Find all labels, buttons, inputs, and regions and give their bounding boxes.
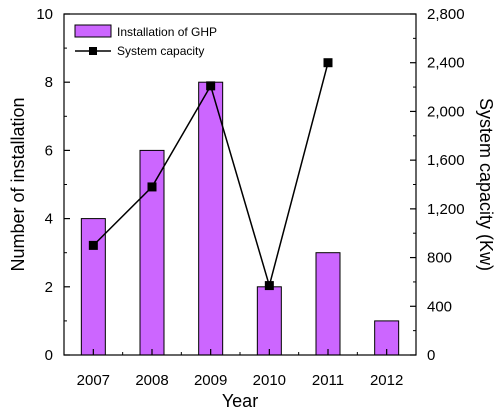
right-tick-label: 2,800	[427, 6, 465, 23]
bar-2007	[80, 218, 106, 356]
capacity-marker-2007	[88, 240, 98, 250]
legend-bar-label: Installation of GHP	[117, 25, 217, 39]
right-tick-label: 800	[427, 250, 452, 267]
right-tick-label: 0	[427, 347, 435, 364]
left-y-axis-title: Number of installation	[8, 97, 28, 271]
capacity-marker-2011	[323, 58, 333, 68]
left-tick-label: 2	[45, 279, 53, 296]
x-axis-title: Year	[222, 391, 258, 411]
right-tick-label: 400	[427, 298, 452, 315]
bar-2009	[198, 81, 224, 356]
capacity-marker-2008	[147, 182, 157, 192]
x-tick-label: 2012	[370, 372, 403, 389]
legend-line-marker	[89, 47, 97, 55]
legend-bar-swatch	[74, 24, 112, 38]
bar-series	[80, 81, 400, 356]
right-tick-label: 1,600	[427, 152, 465, 169]
right-y-axis-title: System capacity (Kw)	[476, 98, 496, 271]
x-tick-label: 2007	[77, 372, 110, 389]
left-tick-label: 6	[45, 142, 53, 159]
right-tick-label: 1,200	[427, 201, 465, 218]
left-tick-label: 0	[45, 347, 53, 364]
right-tick-label: 2,000	[427, 103, 465, 120]
capacity-marker-2010	[264, 281, 274, 291]
line-series	[88, 58, 333, 291]
x-tick-label: 2009	[194, 372, 227, 389]
left-tick-label: 4	[45, 211, 53, 228]
x-tick-label: 2008	[135, 372, 168, 389]
legend-line-label: System capacity	[117, 44, 204, 58]
right-tick-label: 2,400	[427, 55, 465, 72]
left-tick-label: 10	[36, 6, 53, 23]
left-tick-label: 8	[45, 74, 53, 91]
x-tick-label: 2011	[312, 372, 344, 389]
bar-2010	[256, 286, 282, 356]
capacity-marker-2009	[206, 81, 216, 91]
bar-2011	[315, 252, 341, 356]
bar-2008	[139, 149, 165, 356]
legend: Installation of GHP System capacity	[74, 24, 217, 58]
axes: 0 2 4 6 8 10 0 400 800 1,200 1,600 2,000 2,400 2,800 2…	[36, 6, 464, 389]
x-tick-label: 2010	[253, 372, 286, 389]
